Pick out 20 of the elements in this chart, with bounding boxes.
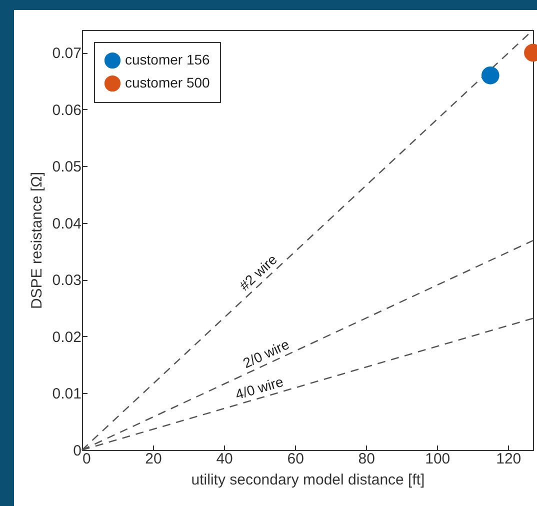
y-tick-label: 0.04 <box>52 215 82 232</box>
y-tick-label: 0.06 <box>52 102 82 119</box>
x-tick-label: 120 <box>496 450 522 468</box>
y-tick-label: 0.05 <box>52 158 82 176</box>
y-axis-title: DSPE resistance [Ω] <box>28 172 46 310</box>
annotation: 2/0 wire <box>240 336 292 372</box>
y-tick-label: 0.02 <box>52 328 82 346</box>
x-tick-label: 40 <box>216 450 233 468</box>
x-tick-label: 80 <box>358 450 375 468</box>
x-tick-label: 100 <box>425 450 450 468</box>
y-tick-label: 0.01 <box>52 386 82 403</box>
legend-label: customer 156 <box>125 52 210 68</box>
x-tick-label: 60 <box>287 450 304 468</box>
x-tick-label: 20 <box>145 450 162 468</box>
legend-label: customer 500 <box>125 74 210 90</box>
y-tick-label: 0.07 <box>52 45 82 62</box>
annotation: #2 wire <box>236 251 280 294</box>
y-tick-label: 0.03 <box>52 272 82 290</box>
annotation: 4/0 wire <box>233 373 286 402</box>
x-axis-title: utility secondary model distance [ft] <box>191 472 425 488</box>
